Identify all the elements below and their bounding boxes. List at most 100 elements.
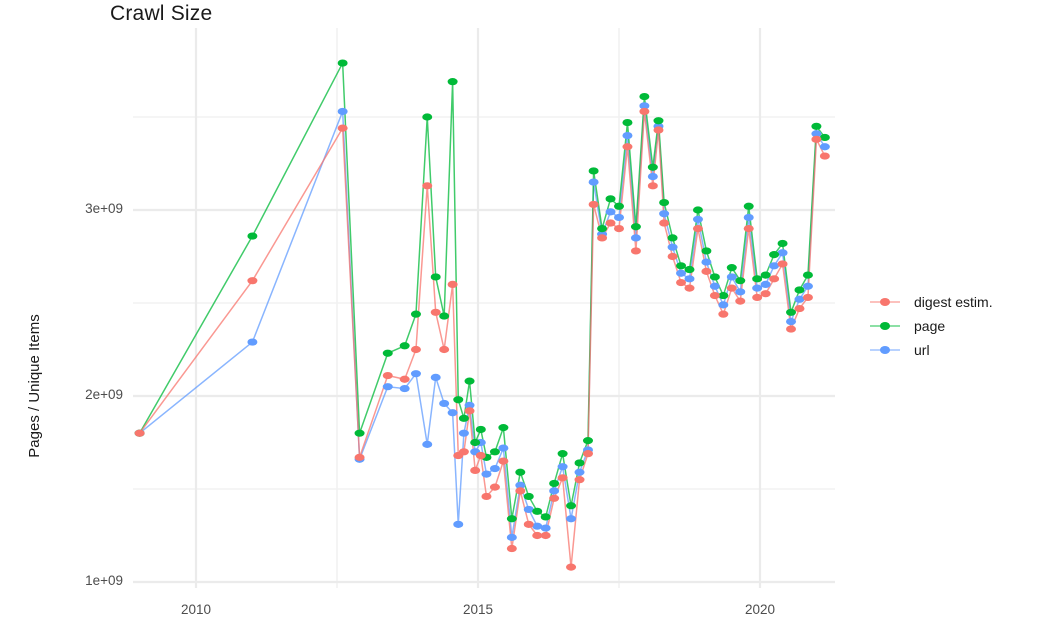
data-point bbox=[639, 92, 650, 101]
x-tick-label: 2010 bbox=[180, 602, 212, 617]
data-point bbox=[735, 288, 746, 296]
data-point bbox=[557, 450, 568, 458]
data-point bbox=[639, 102, 650, 110]
data-point bbox=[247, 338, 258, 346]
data-point bbox=[382, 383, 393, 391]
data-point bbox=[752, 275, 763, 283]
data-point bbox=[659, 198, 670, 207]
data-point bbox=[515, 487, 526, 495]
data-point bbox=[422, 182, 433, 190]
data-point bbox=[566, 515, 577, 523]
data-point bbox=[811, 130, 822, 138]
data-point bbox=[582, 437, 593, 445]
data-point bbox=[532, 507, 543, 515]
data-point bbox=[532, 522, 543, 530]
data-point bbox=[458, 429, 469, 437]
data-point bbox=[676, 278, 687, 287]
data-point bbox=[630, 234, 641, 242]
data-point bbox=[605, 195, 616, 203]
data-point bbox=[453, 396, 464, 404]
data-point bbox=[819, 133, 830, 142]
data-point bbox=[769, 262, 780, 270]
legend-dot-icon bbox=[880, 322, 890, 330]
y-tick-label: 2e+09 bbox=[85, 387, 123, 402]
series-points bbox=[134, 59, 830, 571]
data-point bbox=[659, 219, 670, 227]
data-point bbox=[777, 260, 788, 268]
data-point bbox=[422, 113, 433, 121]
data-point bbox=[447, 280, 458, 288]
data-point bbox=[458, 414, 469, 422]
data-point bbox=[701, 258, 712, 266]
data-point bbox=[692, 206, 703, 214]
legend-item[interactable]: url bbox=[870, 338, 993, 362]
data-point bbox=[470, 466, 481, 474]
data-point bbox=[622, 132, 633, 140]
data-point bbox=[760, 280, 771, 288]
legend-dot-icon bbox=[880, 346, 890, 354]
data-point bbox=[354, 429, 365, 437]
data-point bbox=[439, 399, 450, 408]
data-point bbox=[819, 143, 830, 151]
data-point bbox=[515, 468, 526, 476]
data-point bbox=[422, 440, 433, 448]
data-point bbox=[540, 524, 551, 532]
data-point bbox=[709, 282, 720, 290]
data-point bbox=[439, 312, 450, 320]
data-point bbox=[354, 453, 365, 461]
data-point bbox=[453, 520, 464, 528]
data-point bbox=[523, 520, 534, 528]
data-point bbox=[566, 563, 577, 571]
data-point bbox=[794, 286, 805, 294]
grid-major bbox=[133, 28, 835, 588]
data-point bbox=[653, 126, 664, 134]
data-point bbox=[718, 291, 729, 300]
data-point bbox=[726, 273, 737, 281]
data-point bbox=[337, 107, 348, 116]
data-point bbox=[647, 182, 658, 190]
data-point bbox=[692, 215, 703, 223]
legend-item-label: url bbox=[914, 342, 930, 358]
data-point bbox=[574, 468, 585, 476]
data-point bbox=[439, 345, 450, 354]
data-point bbox=[647, 172, 658, 181]
data-point bbox=[481, 470, 492, 478]
data-point bbox=[777, 249, 788, 257]
data-point bbox=[743, 202, 754, 210]
data-point bbox=[630, 247, 641, 255]
data-point bbox=[760, 271, 771, 279]
legend-key-digest bbox=[870, 293, 900, 311]
data-point bbox=[549, 494, 560, 502]
x-tick-label: 2015 bbox=[462, 602, 494, 617]
data-point bbox=[399, 375, 410, 383]
data-point bbox=[701, 247, 712, 255]
data-point bbox=[630, 223, 641, 231]
legend: digest estim. page url bbox=[870, 290, 993, 362]
data-point bbox=[399, 384, 410, 393]
legend-item[interactable]: digest estim. bbox=[870, 290, 993, 314]
data-point bbox=[769, 251, 780, 259]
data-point bbox=[709, 291, 720, 300]
data-point bbox=[622, 143, 633, 151]
data-point bbox=[639, 107, 650, 116]
legend-item[interactable]: page bbox=[870, 314, 993, 338]
data-point bbox=[769, 275, 780, 283]
data-point bbox=[430, 308, 441, 316]
data-point bbox=[735, 297, 746, 305]
data-point bbox=[489, 464, 500, 473]
data-point bbox=[588, 178, 599, 186]
data-point bbox=[447, 78, 458, 86]
legend-dot-icon bbox=[880, 298, 890, 306]
data-point bbox=[470, 438, 481, 447]
data-point bbox=[692, 225, 703, 233]
data-point bbox=[464, 407, 475, 415]
data-point bbox=[574, 459, 585, 467]
legend-item-label: digest estim. bbox=[914, 294, 993, 310]
data-point bbox=[588, 167, 599, 175]
data-point bbox=[684, 265, 695, 274]
data-point bbox=[574, 476, 585, 484]
data-point bbox=[399, 342, 410, 350]
data-point bbox=[614, 225, 624, 233]
data-point bbox=[498, 457, 509, 465]
